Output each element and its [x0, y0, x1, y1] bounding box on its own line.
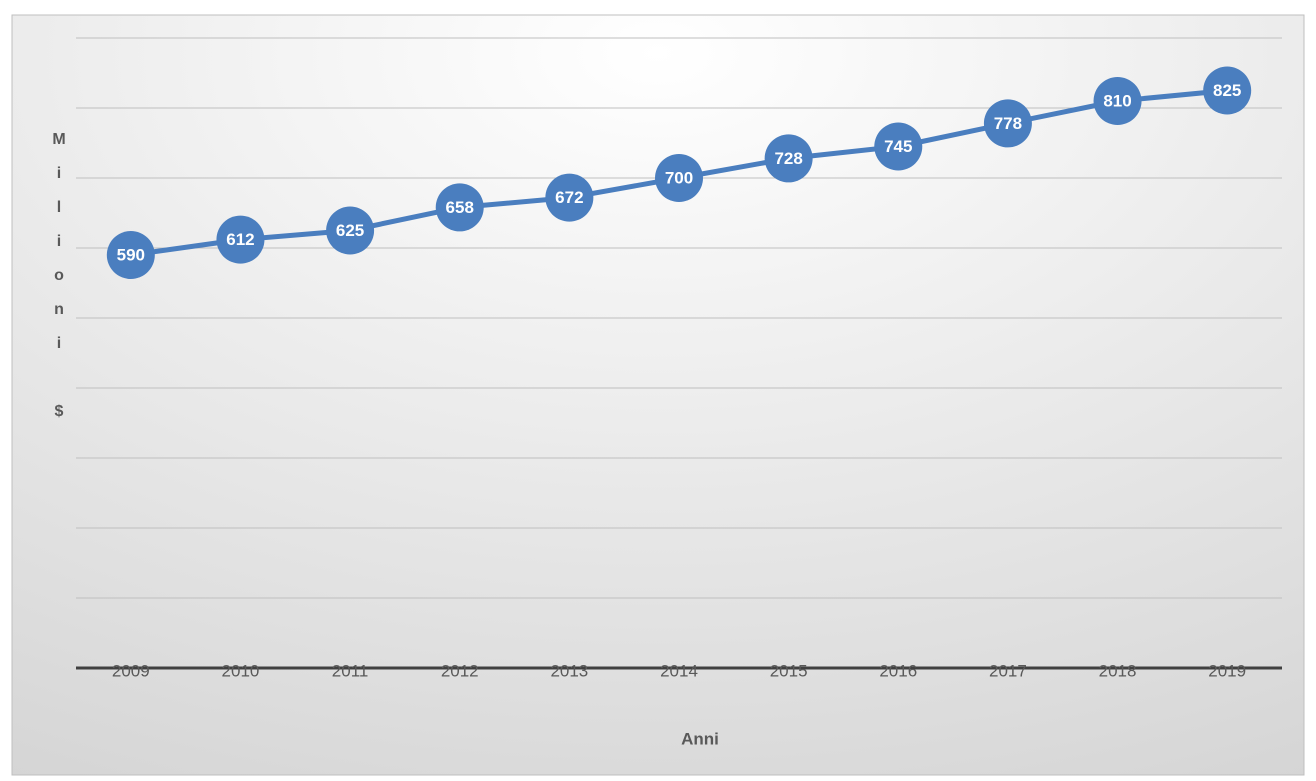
x-tick-label: 2009	[112, 661, 150, 680]
x-tick-label: 2017	[989, 661, 1027, 680]
data-label: 590	[117, 245, 145, 264]
marker	[435, 183, 484, 232]
x-tick-label: 2019	[1208, 661, 1246, 680]
chart-area	[11, 14, 1305, 776]
data-label: 658	[446, 198, 474, 217]
marker	[216, 215, 265, 264]
marker	[545, 173, 594, 222]
data-label: 728	[774, 149, 802, 168]
marker	[983, 99, 1032, 148]
data-label: 625	[336, 221, 364, 240]
data-label: 745	[884, 137, 912, 156]
x-tick-label: 2013	[550, 661, 588, 680]
x-tick-label: 2016	[879, 661, 917, 680]
marker	[764, 134, 813, 183]
data-label: 825	[1213, 81, 1241, 100]
x-tick-label: 2010	[222, 661, 260, 680]
data-label: 778	[994, 114, 1022, 133]
x-tick-label: 2015	[770, 661, 808, 680]
x-tick-label: 2014	[660, 661, 698, 680]
marker	[326, 206, 375, 255]
x-tick-label: 2012	[441, 661, 479, 680]
data-label: 672	[555, 188, 583, 207]
marker	[874, 122, 923, 171]
marker	[655, 154, 703, 202]
data-label: 612	[226, 230, 254, 249]
data-label: 700	[665, 168, 693, 187]
marker	[1203, 66, 1252, 115]
data-label: 810	[1103, 91, 1131, 110]
x-axis-title: Anni	[681, 729, 719, 748]
marker	[1093, 77, 1142, 125]
marker	[106, 231, 155, 279]
x-tick-label: 2011	[332, 661, 369, 680]
x-tick-label: 2018	[1099, 661, 1137, 680]
